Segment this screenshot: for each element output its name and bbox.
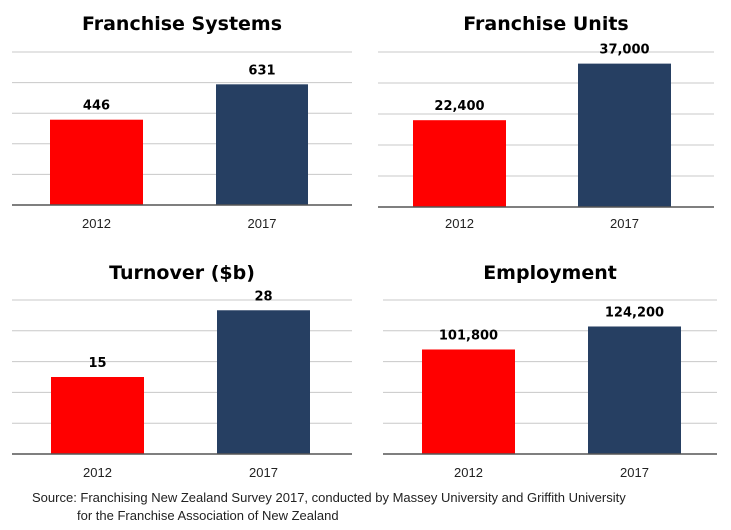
franchise-units-chart: Franchise Units 22,400 2012 37,000 2017 (378, 13, 714, 231)
data-label-2017: 28 (254, 289, 272, 304)
employment-title: Employment (483, 262, 617, 284)
x-tick-label-2012: 2012 (83, 465, 112, 480)
data-label-2012: 446 (83, 99, 110, 114)
data-label-2017: 124,200 (605, 305, 664, 320)
bar-2017 (578, 63, 671, 207)
x-tick-label-2012: 2012 (454, 465, 483, 480)
employment-chart: Employment 101,800 2012 124,200 2017 (383, 262, 717, 480)
bar-2017 (588, 326, 681, 454)
bar-2017 (216, 84, 308, 205)
data-label-2012: 101,800 (439, 328, 498, 343)
source-line-1: Source: Franchising New Zealand Survey 2… (32, 490, 626, 505)
x-tick-label-2012: 2012 (445, 216, 474, 231)
charts-area: Franchise Systems44620126312017Franchise… (12, 13, 717, 480)
x-tick-label-2017: 2017 (610, 216, 639, 231)
bar-2012 (422, 349, 515, 454)
turnover-title: Turnover ($b) (109, 262, 255, 284)
turnover-chart: Turnover ($b) 15 2012 28 2017 (12, 262, 352, 480)
franchise-systems-title: Franchise Systems (82, 13, 282, 35)
franchise-units-title: Franchise Units (463, 13, 628, 35)
x-tick-label-2017: 2017 (620, 465, 649, 480)
x-tick-label-2017: 2017 (248, 216, 277, 231)
bar-2017 (217, 310, 310, 454)
franchise-systems-chart: Franchise Systems 446 2012 631 2017 (12, 13, 352, 231)
source-note: Source: Franchising New Zealand Survey 2… (32, 489, 712, 525)
data-label-2012: 22,400 (434, 99, 484, 114)
bar-2012 (50, 119, 143, 205)
data-label-2012: 15 (88, 356, 106, 371)
x-tick-label-2012: 2012 (82, 216, 111, 231)
data-label-2017: 37,000 (599, 43, 649, 58)
x-tick-label-2017: 2017 (249, 465, 278, 480)
source-line-2: for the Franchise Association of New Zea… (77, 508, 339, 523)
bar-2012 (51, 377, 144, 454)
bar-2012 (413, 120, 506, 207)
data-label-2017: 631 (248, 63, 275, 78)
